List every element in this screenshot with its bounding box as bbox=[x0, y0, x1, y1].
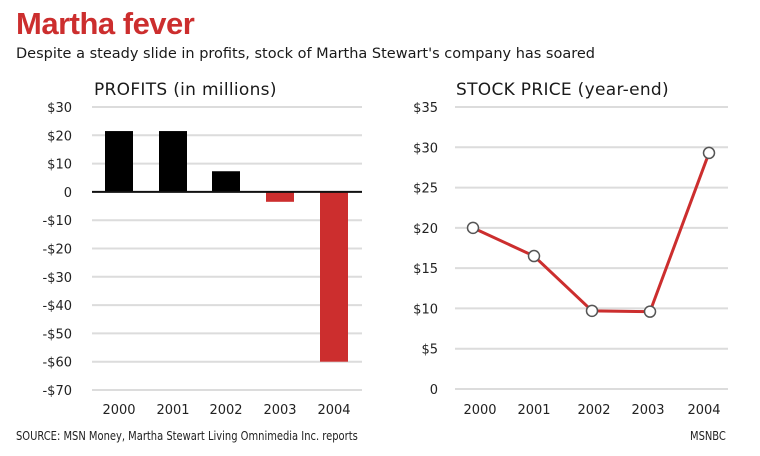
stock-xtick-label: 2004 bbox=[687, 403, 720, 418]
profits-bar-2000 bbox=[105, 131, 133, 192]
stock-ytick-label: $25 bbox=[413, 182, 438, 197]
profits-ytick-label: $10 bbox=[47, 158, 72, 173]
profits-xtick-label: 2000 bbox=[102, 403, 135, 418]
stock-ytick-label: $35 bbox=[413, 101, 438, 116]
profits-xtick-label: 2004 bbox=[317, 403, 350, 418]
profits-xtick-label: 2002 bbox=[209, 403, 242, 418]
profits-ytick-label: -$30 bbox=[42, 271, 72, 286]
profits-ytick-label: $20 bbox=[47, 129, 72, 144]
stock-point-2000 bbox=[466, 221, 480, 235]
stock-price-line bbox=[472, 152, 711, 314]
stock-ytick-label: $15 bbox=[413, 262, 438, 277]
stock-point-2003 bbox=[643, 305, 657, 318]
stock-point-2001 bbox=[527, 249, 541, 263]
profits-panel-title: PROFITS (in millions) bbox=[94, 80, 277, 100]
stock-ytick-label: $30 bbox=[413, 141, 438, 156]
profits-ytick-label: -$50 bbox=[42, 327, 72, 342]
profits-xtick-label: 2003 bbox=[263, 403, 296, 418]
stock-panel-title: STOCK PRICE (year-end) bbox=[456, 80, 669, 100]
chart-subtitle: Despite a steady slide in profits, stock… bbox=[16, 46, 596, 62]
chart-title: Martha fever bbox=[16, 6, 195, 41]
stock-ytick-label: $20 bbox=[413, 222, 438, 237]
profits-bar-2001 bbox=[159, 131, 187, 192]
stock-xtick-label: 2003 bbox=[631, 403, 664, 418]
stock-point-2004 bbox=[702, 146, 716, 160]
profits-bar-2004 bbox=[320, 191, 348, 362]
profits-ytick-label: 0 bbox=[64, 186, 72, 201]
profits-ytick-label: -$20 bbox=[42, 243, 72, 258]
stock-xtick-label: 2001 bbox=[517, 403, 550, 418]
stock-ytick-label: $5 bbox=[421, 343, 438, 358]
stock-ytick-label: 0 bbox=[430, 383, 438, 398]
source-note: SOURCE: MSN Money, Martha Stewart Living… bbox=[16, 429, 358, 443]
profits-ytick-label: -$40 bbox=[42, 299, 72, 314]
profits-ytick-label: -$60 bbox=[42, 356, 72, 371]
credit: MSNBC bbox=[690, 429, 726, 443]
stock-xtick-label: 2000 bbox=[463, 403, 496, 418]
stock-ytick-label: $10 bbox=[413, 302, 438, 317]
stock-point-2002 bbox=[585, 304, 599, 318]
profits-ytick-label: -$70 bbox=[42, 384, 72, 399]
stock-xtick-label: 2002 bbox=[577, 403, 610, 418]
profits-ytick-label: $30 bbox=[47, 101, 72, 116]
profits-bar-2002 bbox=[212, 171, 240, 192]
profits-ytick-label: -$10 bbox=[42, 214, 72, 229]
profits-bar-2003 bbox=[266, 191, 294, 202]
profits-xtick-label: 2001 bbox=[156, 403, 189, 418]
